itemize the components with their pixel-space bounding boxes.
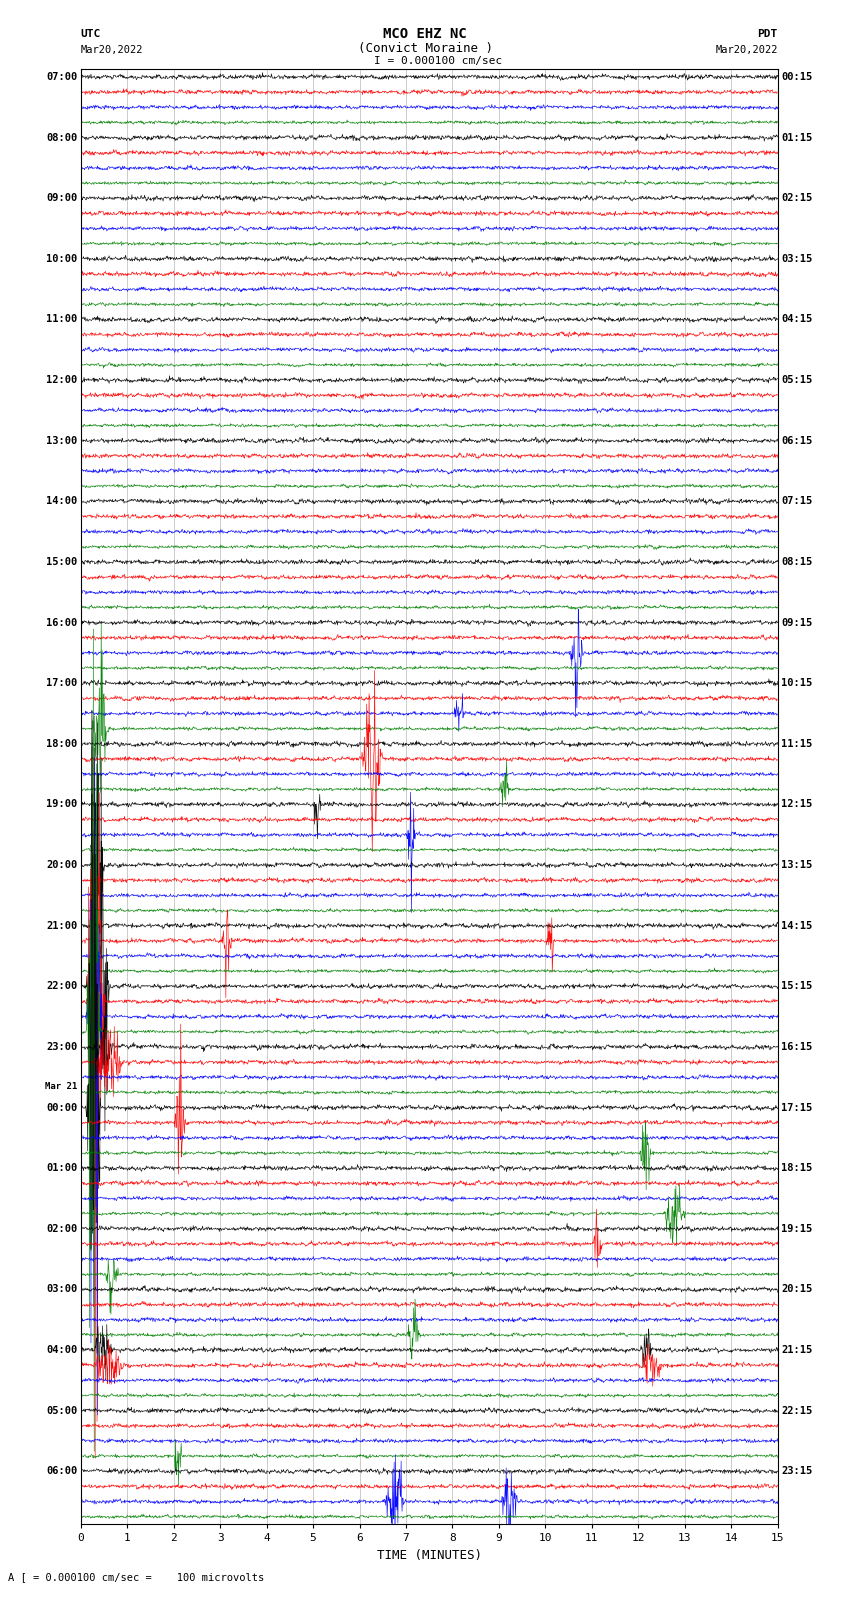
Text: MCO EHZ NC: MCO EHZ NC [383,27,467,40]
Text: 18:00: 18:00 [46,739,77,748]
Text: 04:15: 04:15 [781,315,813,324]
Text: 07:00: 07:00 [46,73,77,82]
Text: 03:00: 03:00 [46,1284,77,1294]
Text: Mar20,2022: Mar20,2022 [715,45,778,55]
Text: 23:00: 23:00 [46,1042,77,1052]
Text: 08:00: 08:00 [46,132,77,142]
Text: 20:15: 20:15 [781,1284,813,1294]
Text: 06:15: 06:15 [781,436,813,445]
Text: 19:00: 19:00 [46,800,77,810]
Text: 21:00: 21:00 [46,921,77,931]
Text: 00:00: 00:00 [46,1103,77,1113]
Text: 19:15: 19:15 [781,1224,813,1234]
Text: PDT: PDT [757,29,778,39]
Text: 17:15: 17:15 [781,1103,813,1113]
Text: 22:00: 22:00 [46,981,77,992]
Text: 16:00: 16:00 [46,618,77,627]
Text: 04:00: 04:00 [46,1345,77,1355]
Text: 07:15: 07:15 [781,497,813,506]
Text: Mar20,2022: Mar20,2022 [81,45,144,55]
Text: 01:00: 01:00 [46,1163,77,1173]
Text: 21:15: 21:15 [781,1345,813,1355]
Text: 03:15: 03:15 [781,253,813,265]
Text: 11:15: 11:15 [781,739,813,748]
Text: 22:15: 22:15 [781,1405,813,1416]
Text: UTC: UTC [81,29,101,39]
Text: I = 0.000100 cm/sec: I = 0.000100 cm/sec [374,56,502,66]
Text: 08:15: 08:15 [781,556,813,566]
Text: 18:15: 18:15 [781,1163,813,1173]
Text: 15:15: 15:15 [781,981,813,992]
Text: 05:00: 05:00 [46,1405,77,1416]
Text: Mar 21: Mar 21 [45,1082,77,1090]
Text: 17:00: 17:00 [46,677,77,689]
Text: A [ = 0.000100 cm/sec =    100 microvolts: A [ = 0.000100 cm/sec = 100 microvolts [8,1573,264,1582]
Text: 11:00: 11:00 [46,315,77,324]
X-axis label: TIME (MINUTES): TIME (MINUTES) [377,1548,482,1561]
Text: 10:15: 10:15 [781,677,813,689]
Text: 09:15: 09:15 [781,618,813,627]
Text: 16:15: 16:15 [781,1042,813,1052]
Text: 23:15: 23:15 [781,1466,813,1476]
Text: 06:00: 06:00 [46,1466,77,1476]
Text: 12:15: 12:15 [781,800,813,810]
Text: 05:15: 05:15 [781,376,813,386]
Text: 14:15: 14:15 [781,921,813,931]
Text: 10:00: 10:00 [46,253,77,265]
Text: 13:15: 13:15 [781,860,813,869]
Text: 14:00: 14:00 [46,497,77,506]
Text: 20:00: 20:00 [46,860,77,869]
Text: 13:00: 13:00 [46,436,77,445]
Text: 02:00: 02:00 [46,1224,77,1234]
Text: 12:00: 12:00 [46,376,77,386]
Text: (Convict Moraine ): (Convict Moraine ) [358,42,492,55]
Text: 01:15: 01:15 [781,132,813,142]
Text: 15:00: 15:00 [46,556,77,566]
Text: 09:00: 09:00 [46,194,77,203]
Text: 02:15: 02:15 [781,194,813,203]
Text: 00:15: 00:15 [781,73,813,82]
